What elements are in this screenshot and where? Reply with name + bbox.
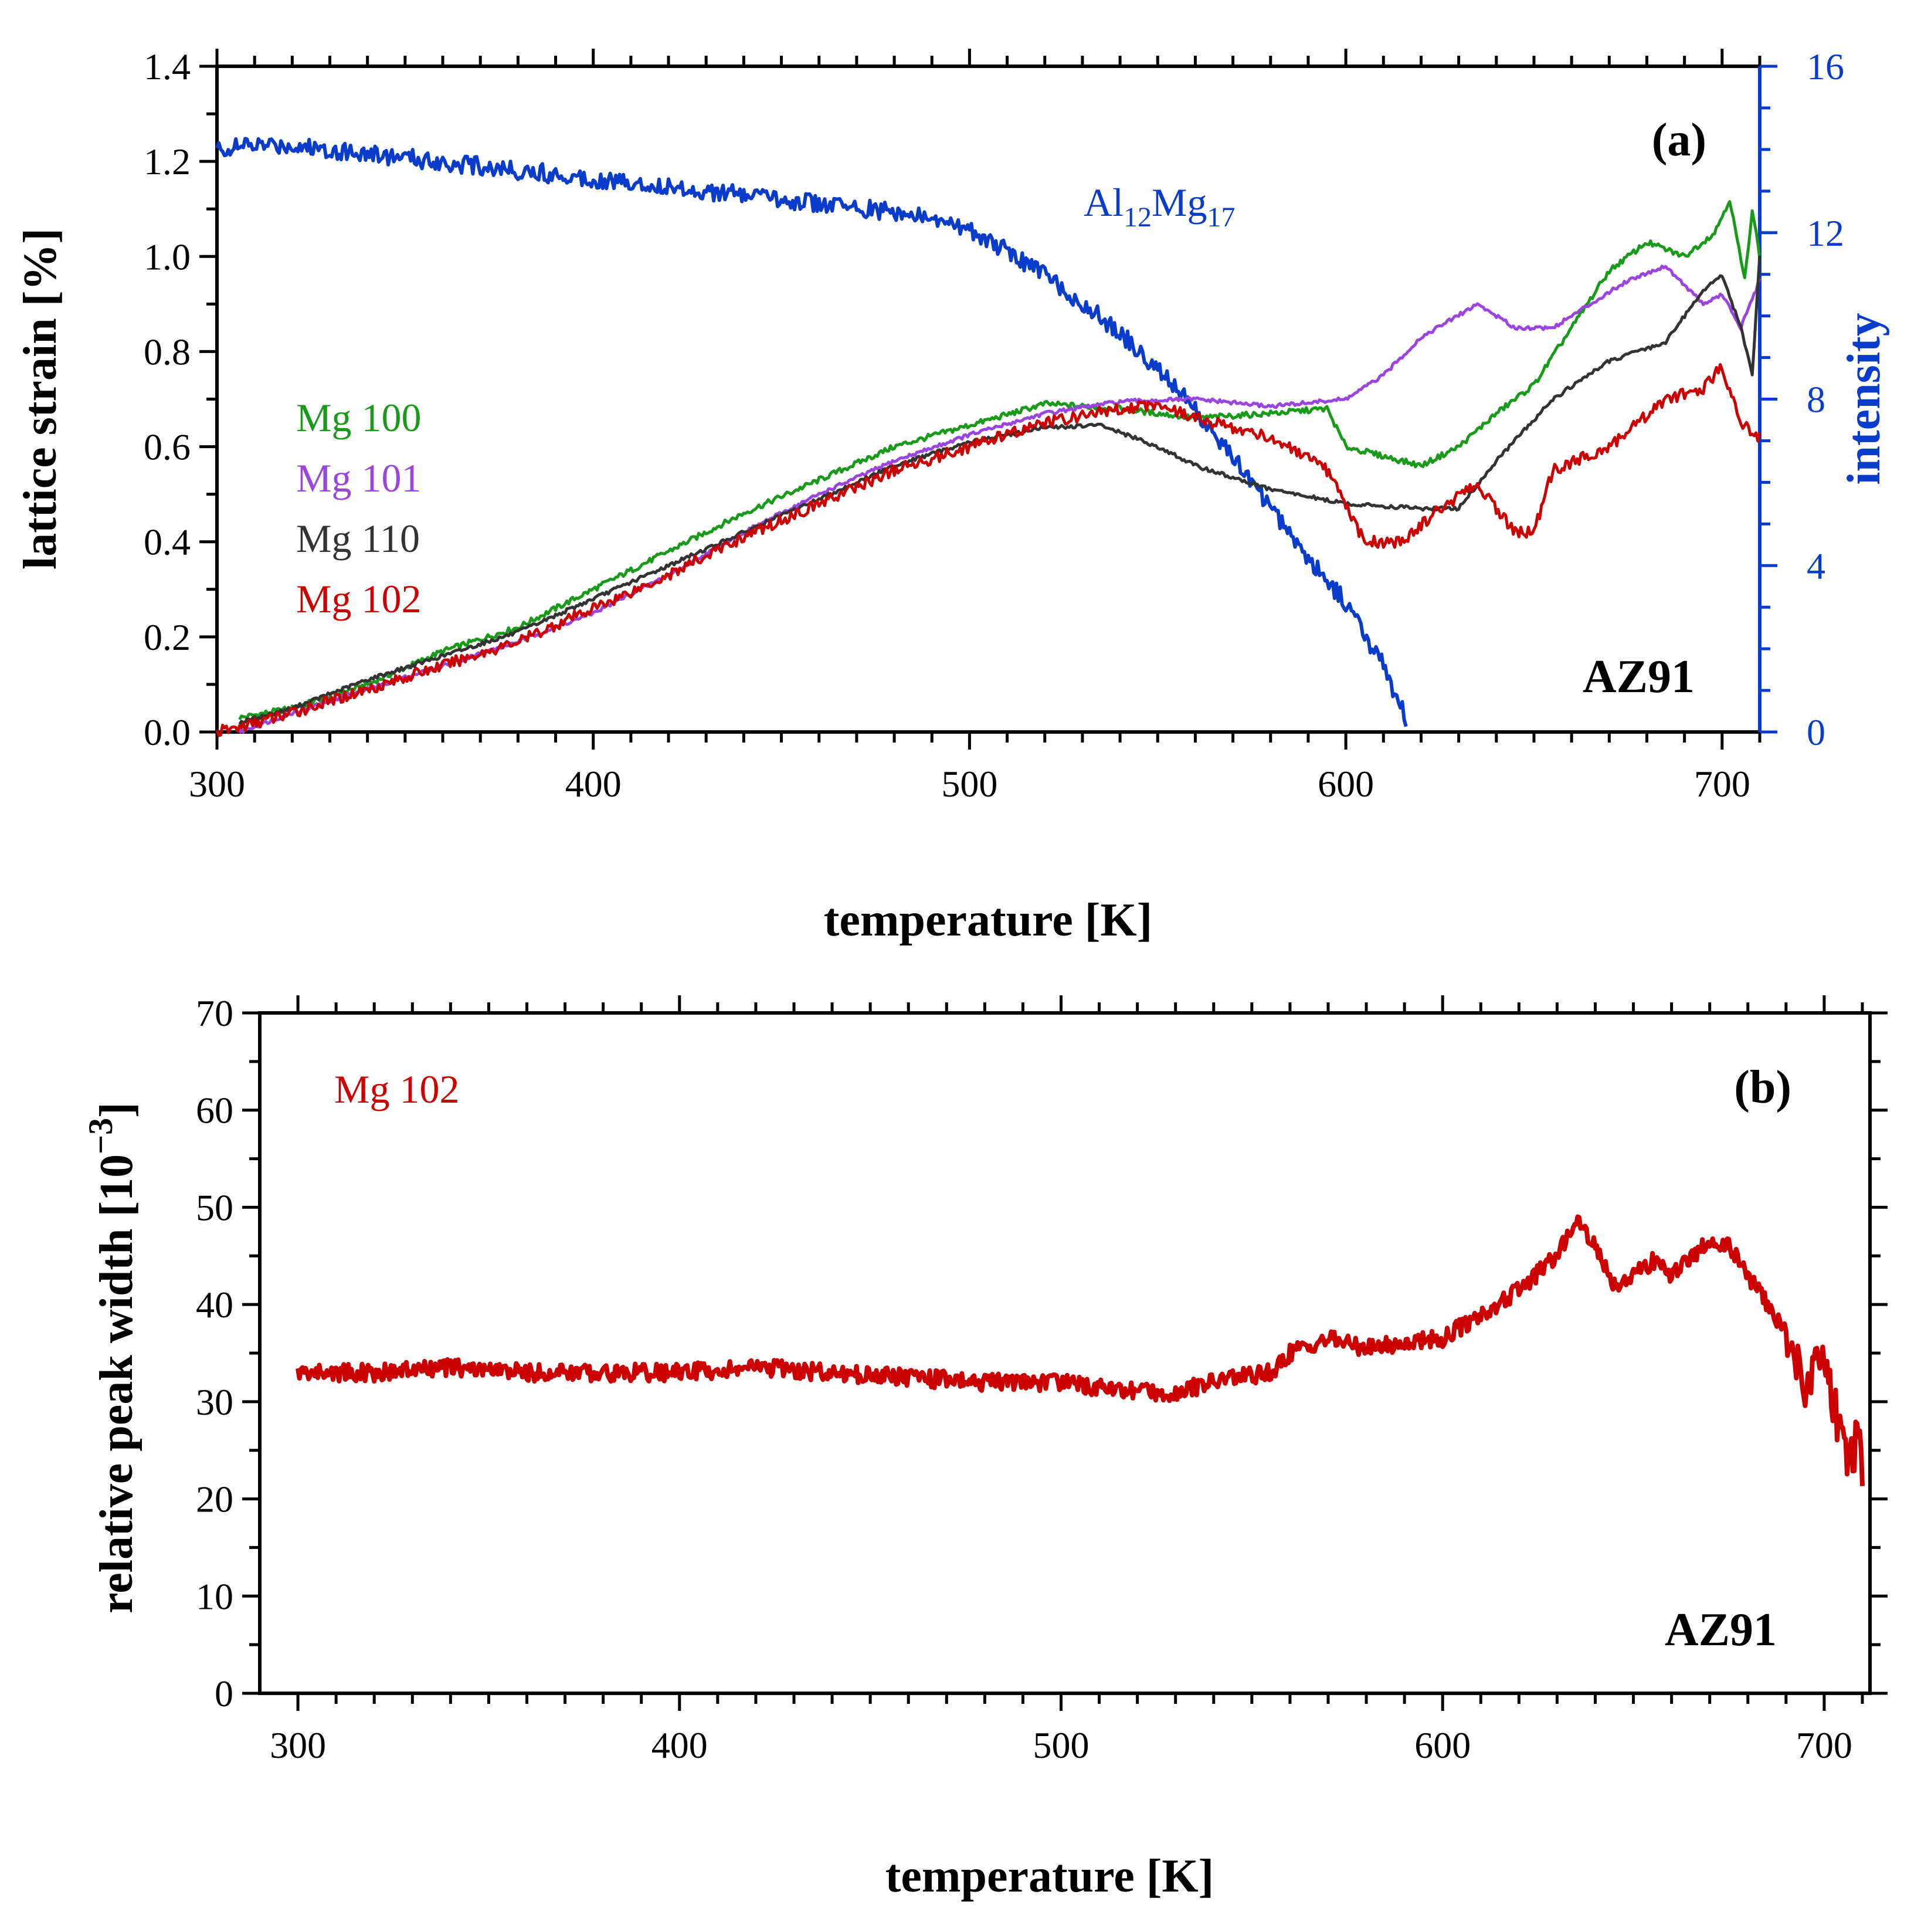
panel-a-y2-axis-title: intensity [1838, 313, 1890, 484]
panel-a-y2-tick-label: 12 [1807, 212, 1844, 254]
al12mg17-al: Al [1084, 180, 1124, 225]
panel-b-y-axis-title: relative peak width [10−3] [82, 1102, 142, 1614]
legend-mg100: Mg 100 [296, 395, 421, 440]
legend-mg102: Mg 102 [296, 577, 421, 621]
panel-a-x-axis-title: temperature [K] [824, 894, 1153, 946]
panel-a-y-tick-label: 0.0 [144, 711, 191, 753]
panel-b-y-title-sup: −3 [82, 1118, 120, 1154]
legend-b-mg102: Mg 102 [334, 1067, 459, 1111]
panel-a-x-tick-label: 700 [1694, 763, 1750, 805]
panel-b-label: (b) [1734, 1062, 1791, 1113]
panel-a-y2-tick-label: 16 [1807, 46, 1844, 87]
panel-a-x-ticks: 300 400 500 600 700 [189, 49, 1762, 805]
series-mg102-line [215, 363, 1762, 737]
panel-a-y-tick-label: 0.4 [144, 521, 191, 563]
legend-al12mg17: Al12Mg17 [1084, 180, 1235, 233]
panel-b-y-tick-label: 10 [196, 1575, 233, 1617]
panel-a-y2-tick-label: 4 [1807, 545, 1825, 587]
panel-a: 300 400 500 600 700 0.0 0.2 0.4 0.6 0.8 1.0 1.2 1.4… [15, 46, 1890, 946]
panel-a-y-tick-label: 1.4 [144, 46, 191, 87]
panel-b-y-title-main: relative peak width [10 [91, 1154, 142, 1614]
panel-b-y-tick-label: 60 [196, 1090, 233, 1131]
al12mg17-sub17: 17 [1207, 202, 1235, 233]
series-mg100-line [238, 200, 1762, 720]
panel-b-x-tick-label: 500 [1033, 1724, 1089, 1766]
panel-b-y-tick-label: 30 [196, 1381, 233, 1423]
panel-b-x-axis-title: temperature [K] [885, 1850, 1214, 1902]
panel-a-sample-label: AZ91 [1583, 651, 1695, 703]
panel-b: 300 400 500 600 700 0 10 20 30 40 50 60 70 temperat… [82, 992, 1888, 1902]
panel-a-y-tick-label: 0.2 [144, 616, 191, 658]
panel-b-x-ticks: 300 400 500 600 700 [270, 995, 1864, 1766]
series-b-mg102-line [296, 1214, 1865, 1486]
panel-b-plot-frame [258, 1011, 1872, 1695]
panel-a-label: (a) [1652, 114, 1706, 166]
panel-b-x-tick-label: 700 [1796, 1724, 1852, 1766]
panel-a-y-axis-title: lattice strain [%] [15, 228, 66, 570]
panel-a-y2-ticks: 0 4 8 12 16 [1760, 46, 1844, 753]
panel-a-x-tick-label: 600 [1318, 763, 1374, 805]
legend-mg110: Mg 110 [296, 516, 420, 561]
panel-a-y2-tick-label: 0 [1807, 711, 1825, 753]
panel-b-y-tick-label: 40 [196, 1284, 233, 1326]
panel-b-series [296, 1214, 1865, 1486]
panel-b-y-ticks: 0 10 20 30 40 50 60 70 [196, 992, 1888, 1714]
panel-a-series [215, 137, 1762, 737]
legend-mg101: Mg 101 [296, 456, 421, 500]
panel-a-y-tick-label: 1.2 [144, 141, 191, 182]
series-mg101-line [238, 265, 1762, 734]
panel-b-y-tick-label: 70 [196, 992, 233, 1034]
al12mg17-sub12: 12 [1124, 202, 1152, 233]
panel-b-sample-label: AZ91 [1665, 1604, 1777, 1656]
series-al12mg17-line [215, 137, 1408, 727]
panel-a-y-tick-label: 0.8 [144, 331, 191, 372]
panel-a-y2-tick-label: 8 [1807, 379, 1825, 421]
panel-b-y-tick-label: 50 [196, 1187, 233, 1228]
panel-b-y-tick-label: 20 [196, 1479, 233, 1520]
panel-a-y-tick-label: 0.6 [144, 426, 191, 468]
panel-b-x-tick-label: 300 [270, 1724, 326, 1766]
panel-b-y-tick-label: 0 [215, 1673, 233, 1714]
panel-a-y-ticks: 0.0 0.2 0.4 0.6 0.8 1.0 1.2 1.4 [144, 46, 217, 753]
panel-a-x-tick-label: 300 [189, 763, 245, 805]
panel-b-x-tick-label: 600 [1414, 1724, 1471, 1766]
al12mg17-mg: Mg [1152, 180, 1207, 225]
panel-b-x-tick-label: 400 [651, 1724, 708, 1766]
panel-a-y-tick-label: 1.0 [144, 236, 191, 277]
panel-b-y-title-end: ] [91, 1102, 142, 1118]
panel-a-x-tick-label: 400 [565, 763, 622, 805]
panel-a-x-tick-label: 500 [941, 763, 997, 805]
